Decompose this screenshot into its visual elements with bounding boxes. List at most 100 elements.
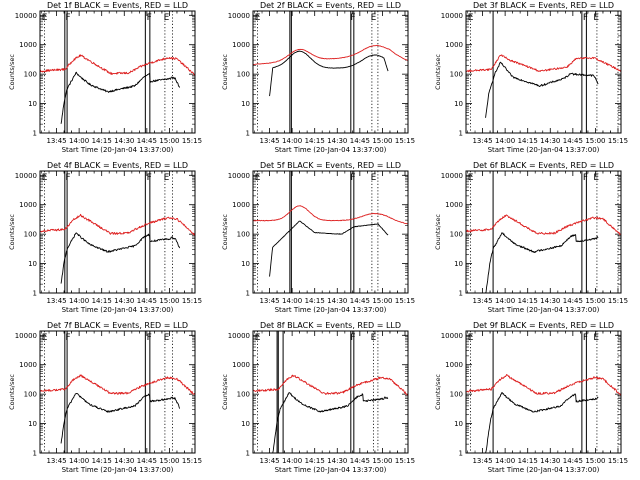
- x-tick-label: 14:30: [540, 297, 560, 305]
- interval-marker-e: E: [42, 173, 48, 183]
- y-tick-label: 10: [241, 420, 250, 428]
- series-lld-line: [252, 205, 409, 225]
- x-tick-label: 15:15: [608, 457, 628, 465]
- x-tick-label: 15:15: [182, 137, 202, 145]
- y-tick-label: 1: [459, 130, 463, 138]
- y-tick-label: 100: [237, 231, 250, 239]
- x-tick-label: 14:15: [92, 137, 112, 145]
- x-tick-label: 13:45: [259, 297, 279, 305]
- x-tick-label: 15:15: [608, 137, 628, 145]
- y-axis-label: Counts/sec: [8, 214, 16, 250]
- panel-title: Det 1f BLACK = Events, RED = LLD: [47, 1, 188, 10]
- panel-title: Det 5f BLACK = Events, RED = LLD: [260, 161, 401, 170]
- x-tick-label: 15:15: [395, 137, 415, 145]
- x-tick-label: 14:15: [305, 457, 325, 465]
- y-tick-label: 1000: [445, 361, 463, 369]
- x-tick-label: 14:30: [540, 137, 560, 145]
- panel-title: Det 9f BLACK = Events, RED = LLD: [473, 321, 614, 330]
- panel-det-2: Det 2f BLACK = Events, RED = LLD Counts/s…: [221, 1, 415, 154]
- y-tick-label: 100: [450, 391, 463, 399]
- x-tick-label: 13:45: [259, 457, 279, 465]
- y-tick-label: 1: [246, 450, 250, 458]
- interval-marker-e: E: [593, 333, 599, 343]
- y-tick-label: 1: [459, 290, 463, 298]
- x-axis-label: Start Time (20-Jan-04 13:37:00): [275, 306, 387, 314]
- interval-marker-f: F: [583, 333, 588, 343]
- x-tick-label: 15:00: [159, 297, 179, 305]
- y-axis-label: Counts/sec: [8, 54, 16, 90]
- panel-title: Det 6f BLACK = Events, RED = LLD: [473, 161, 614, 170]
- x-tick-label: 15:00: [585, 137, 605, 145]
- plot-frame: [39, 170, 196, 294]
- series-events-line: [60, 232, 181, 284]
- x-tick-label: 14:45: [137, 137, 157, 145]
- interval-marker-e: E: [593, 13, 599, 23]
- panel-title: Det 2f BLACK = Events, RED = LLD: [260, 1, 401, 10]
- y-tick-label: 10: [454, 420, 463, 428]
- y-axis-label: Counts/sec: [221, 214, 229, 250]
- y-tick-label: 1000: [19, 361, 37, 369]
- interval-marker-e: E: [42, 13, 48, 23]
- y-tick-label: 100: [237, 391, 250, 399]
- series-lld-line: [39, 213, 196, 236]
- series-events-line: [60, 393, 181, 444]
- y-tick-label: 1000: [445, 201, 463, 209]
- x-tick-label: 15:15: [182, 457, 202, 465]
- x-tick-label: 15:00: [585, 297, 605, 305]
- interval-marker-e: E: [371, 333, 377, 343]
- x-axis-label: Start Time (20-Jan-04 13:37:00): [62, 146, 174, 154]
- y-tick-label: 10: [454, 260, 463, 268]
- x-tick-label: 14:45: [350, 457, 370, 465]
- interval-marker-f: F: [65, 333, 70, 343]
- panel-det-3: Det 3f BLACK = Events, RED = LLD Counts/s…: [434, 1, 628, 154]
- y-axis-label: Counts/sec: [434, 214, 442, 250]
- series-events-line: [269, 220, 389, 277]
- y-tick-label: 10: [28, 260, 37, 268]
- y-tick-label: 1: [246, 130, 250, 138]
- x-tick-label: 14:45: [350, 137, 370, 145]
- y-tick-label: 10: [454, 100, 463, 108]
- x-tick-label: 13:45: [46, 297, 66, 305]
- x-tick-label: 15:00: [372, 457, 392, 465]
- y-tick-label: 10000: [441, 12, 463, 20]
- y-tick-label: 10000: [15, 172, 37, 180]
- panel-det-1: Det 1f BLACK = Events, RED = LLD Counts/s…: [8, 1, 202, 154]
- x-axis-label: Start Time (20-Jan-04 13:37:00): [62, 306, 174, 314]
- y-axis-label: Counts/sec: [434, 54, 442, 90]
- x-tick-label: 13:45: [46, 137, 66, 145]
- y-tick-label: 1000: [232, 41, 250, 49]
- x-axis-label: Start Time (20-Jan-04 13:37:00): [275, 466, 387, 474]
- y-tick-label: 100: [24, 391, 37, 399]
- x-tick-label: 15:15: [608, 297, 628, 305]
- x-tick-label: 14:15: [518, 137, 538, 145]
- series-events-line: [269, 50, 389, 97]
- plot-frame: [465, 10, 622, 134]
- interval-marker-e: E: [164, 333, 170, 343]
- x-tick-label: 15:15: [182, 297, 202, 305]
- interval-marker-e: E: [468, 333, 474, 343]
- y-tick-label: 10000: [441, 172, 463, 180]
- plot-frame: [252, 170, 409, 294]
- y-tick-label: 10000: [15, 332, 37, 340]
- y-tick-label: 10000: [228, 172, 250, 180]
- x-tick-label: 13:45: [472, 457, 492, 465]
- x-tick-label: 14:00: [282, 297, 302, 305]
- y-axis-label: Counts/sec: [8, 374, 16, 410]
- series-lld-line: [252, 374, 408, 396]
- x-tick-label: 14:00: [282, 457, 302, 465]
- y-tick-label: 1: [33, 130, 37, 138]
- interval-marker-e: E: [255, 173, 261, 183]
- x-tick-label: 14:30: [540, 457, 560, 465]
- y-tick-label: 1000: [232, 361, 250, 369]
- y-axis-label: Counts/sec: [221, 54, 229, 90]
- x-tick-label: 14:45: [563, 297, 583, 305]
- x-axis-label: Start Time (20-Jan-04 13:37:00): [62, 466, 174, 474]
- x-tick-label: 14:15: [92, 297, 112, 305]
- y-tick-label: 1: [33, 450, 37, 458]
- y-tick-label: 10000: [228, 12, 250, 20]
- x-tick-label: 15:00: [372, 297, 392, 305]
- series-events-line: [485, 392, 599, 454]
- x-tick-label: 14:30: [114, 137, 134, 145]
- interval-marker-e: E: [164, 173, 170, 183]
